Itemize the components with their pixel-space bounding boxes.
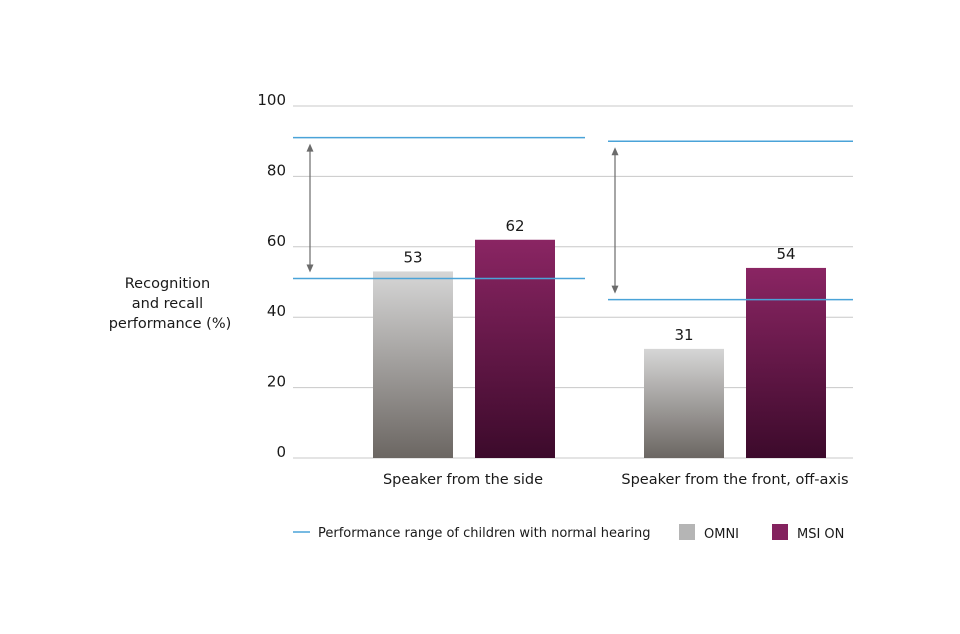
y-tick-label: 0: [276, 443, 286, 461]
legend: Performance range of children with norma…: [293, 524, 844, 542]
data-label: 54: [776, 245, 795, 263]
omni-bar: [373, 271, 453, 458]
y-axis-label-line-3: performance (%): [109, 316, 232, 332]
msi-bar: [475, 239, 555, 458]
msi-bar: [746, 267, 826, 458]
data-label: 53: [403, 248, 422, 266]
data-label: 31: [674, 326, 693, 344]
y-tick-label: 40: [267, 302, 286, 320]
range-arrow-head-down: [611, 285, 619, 294]
legend-msi-swatch: [772, 524, 788, 540]
y-tick-label: 80: [267, 161, 286, 179]
range-arrow-head-up: [611, 147, 619, 156]
range-arrow-head-down: [306, 264, 314, 273]
y-tick-label: 60: [267, 232, 286, 250]
data-label: 62: [505, 217, 524, 235]
range-arrow-head-up: [306, 143, 314, 152]
y-axis-label-line-2: and recall: [132, 296, 203, 312]
y-tick-label: 20: [267, 373, 286, 391]
y-tick-label: 100: [257, 91, 286, 109]
y-axis-ticks: 0 20 40 60 80 100: [257, 91, 286, 461]
normal-hearing-ranges: [293, 136, 853, 301]
y-axis-label: Recognition and recall performance (%): [109, 273, 232, 332]
legend-omni-label: OMNI: [704, 527, 739, 542]
category-label-side: Speaker from the side: [383, 472, 543, 488]
legend-range-label: Performance range of children with norma…: [318, 526, 650, 541]
data-labels: 53 31 62 54: [403, 217, 795, 344]
bars: [373, 239, 826, 458]
x-axis-categories: Speaker from the side Speaker from the f…: [383, 472, 849, 488]
omni-bar: [644, 348, 724, 458]
category-label-front: Speaker from the front, off-axis: [621, 472, 848, 488]
legend-msi-label: MSI ON: [797, 527, 844, 542]
y-axis-label-line-1: Recognition: [125, 276, 210, 292]
legend-omni-swatch: [679, 524, 695, 540]
